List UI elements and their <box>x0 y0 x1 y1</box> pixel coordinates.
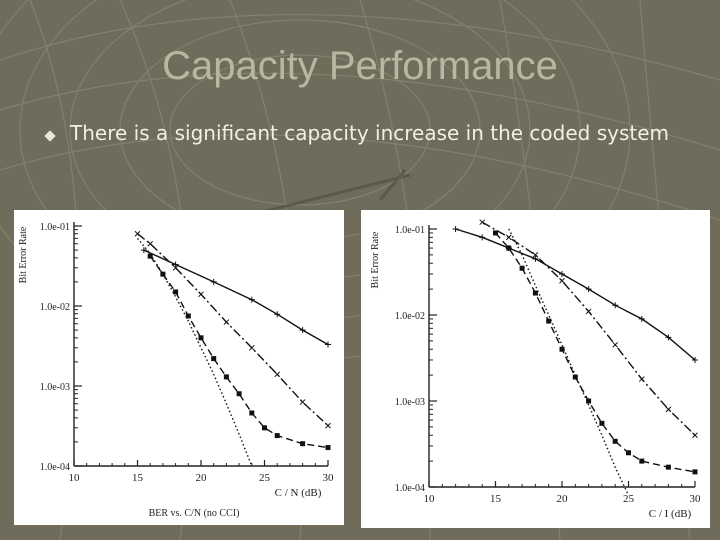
data-point-x <box>479 219 486 226</box>
data-point-square <box>599 420 605 426</box>
chart-ber-vs-cn: 1.0e-01 1.0e-02 1.0e-03 1.0e-04 10 15 20 25 30 C … <box>14 210 344 525</box>
data-point-x <box>172 264 179 271</box>
data-point-square <box>223 374 229 380</box>
x-tick-label: 10 <box>424 493 436 505</box>
x-axis-label: C / I (dB) <box>649 508 692 520</box>
bullet-text: There is a significant capacity increase… <box>70 121 670 145</box>
series-3-dashed-line <box>149 255 329 449</box>
data-point-x <box>692 432 698 439</box>
data-point-square <box>325 445 331 451</box>
data-point-square <box>274 433 280 439</box>
data-point-square <box>198 335 204 341</box>
y-tick-label: 1.0e-03 <box>395 397 425 408</box>
data-point-plus <box>665 334 672 341</box>
series-1-solid-line <box>455 228 696 361</box>
data-point-plus <box>299 327 306 334</box>
data-point-square <box>173 289 179 295</box>
y-tick-label: 1.0e-03 <box>40 382 70 393</box>
data-point-square <box>160 271 166 277</box>
chart-caption: BER vs. C/N (no CCI) <box>149 508 240 519</box>
data-point-x <box>134 230 141 237</box>
x-tick-label: 30 <box>323 472 335 484</box>
data-point-square <box>506 245 512 251</box>
x-axis-label: C / N (dB) <box>275 487 322 499</box>
data-point-x <box>248 344 255 351</box>
series-4-dotted-line <box>508 228 630 496</box>
data-point-x <box>585 308 592 315</box>
data-point-plus <box>325 341 331 348</box>
data-point-x <box>299 399 306 405</box>
slide-title: Capacity Performance <box>162 44 558 88</box>
y-axis-label: Bit Error Rate <box>18 226 29 283</box>
y-tick-label: 1.0e-02 <box>395 311 425 322</box>
y-tick-label: 1.0e-01 <box>395 225 425 236</box>
x-tick-label: 25 <box>623 493 635 505</box>
data-point-x <box>274 371 281 378</box>
data-point-square <box>249 410 255 416</box>
x-tick-label: 20 <box>196 472 208 484</box>
data-point-plus <box>172 261 179 268</box>
data-point-plus <box>248 296 255 303</box>
series-3-dashed-line <box>494 232 696 473</box>
data-point-plus <box>692 356 698 363</box>
data-point-plus <box>210 278 217 285</box>
data-point-square <box>586 398 592 404</box>
y-tick-label: 1.0e-01 <box>40 222 70 233</box>
data-point-square <box>572 374 578 380</box>
data-point-x <box>665 406 672 413</box>
data-point-square <box>639 458 645 464</box>
y-tick-label: 1.0e-04 <box>395 483 425 494</box>
x-tick-label: 30 <box>690 493 702 505</box>
data-point-square <box>300 441 306 447</box>
y-axis-label: Bit Error Rate <box>370 231 381 288</box>
data-point-x <box>532 252 539 258</box>
data-point-square <box>692 469 698 475</box>
data-point-x <box>559 277 565 284</box>
data-point-x <box>147 240 154 247</box>
y-tick-label: 1.0e-02 <box>40 302 70 313</box>
data-point-x <box>325 422 331 429</box>
data-point-square <box>236 391 242 397</box>
data-point-square <box>532 290 538 296</box>
data-point-square <box>493 230 498 236</box>
x-tick-label: 10 <box>69 472 81 484</box>
data-point-plus <box>479 234 486 241</box>
data-point-x <box>638 376 645 382</box>
data-point-x <box>612 341 619 348</box>
data-point-x <box>223 319 230 325</box>
y-tick-label: 1.0e-04 <box>40 462 70 473</box>
data-point-square <box>559 346 565 352</box>
data-point-plus <box>559 270 565 277</box>
x-tick-label: 25 <box>259 472 271 484</box>
data-point-square <box>519 265 525 271</box>
series-4-dotted-line <box>136 237 253 467</box>
data-point-square <box>612 438 618 444</box>
series-2-dashdot-line <box>137 233 329 427</box>
data-point-square <box>262 425 267 431</box>
x-tick-label: 15 <box>490 493 502 505</box>
data-point-x <box>505 234 512 241</box>
x-tick-label: 20 <box>557 493 569 505</box>
x-tick-label: 15 <box>132 472 144 484</box>
chart-ber-vs-ci: 1.0e-01 1.0e-02 1.0e-03 1.0e-04 10 15 20 25 30 C … <box>361 210 710 528</box>
data-point-plus <box>638 315 645 322</box>
data-point-plus <box>274 311 281 318</box>
data-point-plus <box>612 302 619 309</box>
data-point-plus <box>140 247 147 254</box>
data-point-plus <box>532 255 539 262</box>
data-point-square <box>665 464 671 470</box>
data-point-square <box>185 313 191 319</box>
data-point-x <box>198 291 204 298</box>
data-point-plus <box>585 286 592 293</box>
data-point-square <box>546 318 552 324</box>
data-point-plus <box>452 226 459 232</box>
data-point-square <box>147 253 153 259</box>
data-point-square <box>626 450 631 456</box>
data-point-square <box>211 356 217 362</box>
